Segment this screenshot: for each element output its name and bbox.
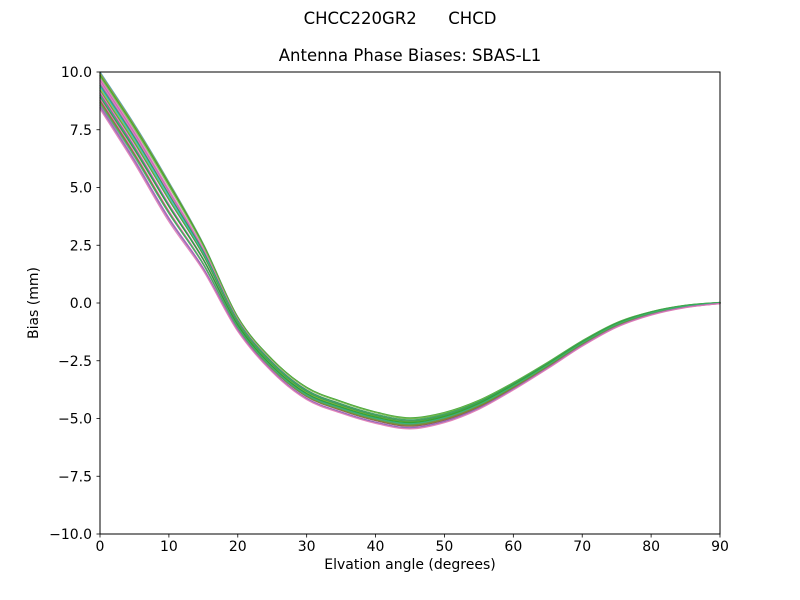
axes-title: Antenna Phase Biases: SBAS-L1	[278, 46, 542, 65]
y-tick-label: −2.5	[58, 354, 92, 370]
bias-trace	[99, 103, 721, 425]
x-axis-label: Elvation angle (degrees)	[324, 557, 496, 573]
x-tick-label: 20	[229, 539, 247, 555]
bias-trace	[99, 96, 721, 424]
y-tick-label: 10.0	[61, 65, 92, 81]
bias-trace	[99, 98, 721, 427]
y-tick-label: 5.0	[70, 181, 92, 197]
x-tick-label: 60	[504, 539, 522, 555]
bias-trace	[99, 108, 721, 430]
bias-trace	[99, 93, 721, 426]
x-tick-label: 30	[298, 539, 316, 555]
bias-trace	[99, 78, 721, 422]
y-tick-label: −10.0	[49, 527, 92, 543]
y-tick-label: 2.5	[70, 238, 92, 254]
x-tick-label: 10	[160, 539, 178, 555]
bias-trace	[99, 101, 721, 426]
plot-border	[99, 71, 721, 535]
bias-trace	[99, 104, 721, 429]
y-tick-label: −5.0	[58, 412, 92, 428]
x-tick-label: 70	[573, 539, 591, 555]
y-tick-label: 7.5	[70, 123, 92, 139]
figure-suptitle: CHCC220GR2 CHCD	[303, 9, 497, 28]
x-tick-label: 50	[436, 539, 454, 555]
x-tick-label: 40	[367, 539, 385, 555]
bias-trace	[99, 99, 721, 427]
bias-trace	[99, 71, 721, 420]
x-tick-label: 80	[642, 539, 660, 555]
x-tick-label: 0	[96, 539, 105, 555]
y-axis-label: Bias (mm)	[26, 266, 42, 340]
bias-trace	[99, 106, 721, 429]
bias-trace	[99, 94, 721, 424]
y-tick-label: −7.5	[58, 469, 92, 485]
bias-trace	[99, 91, 721, 426]
bias-trace	[99, 79, 721, 423]
x-tick-label: 90	[711, 539, 729, 555]
y-tick-label: 0.0	[70, 296, 92, 312]
